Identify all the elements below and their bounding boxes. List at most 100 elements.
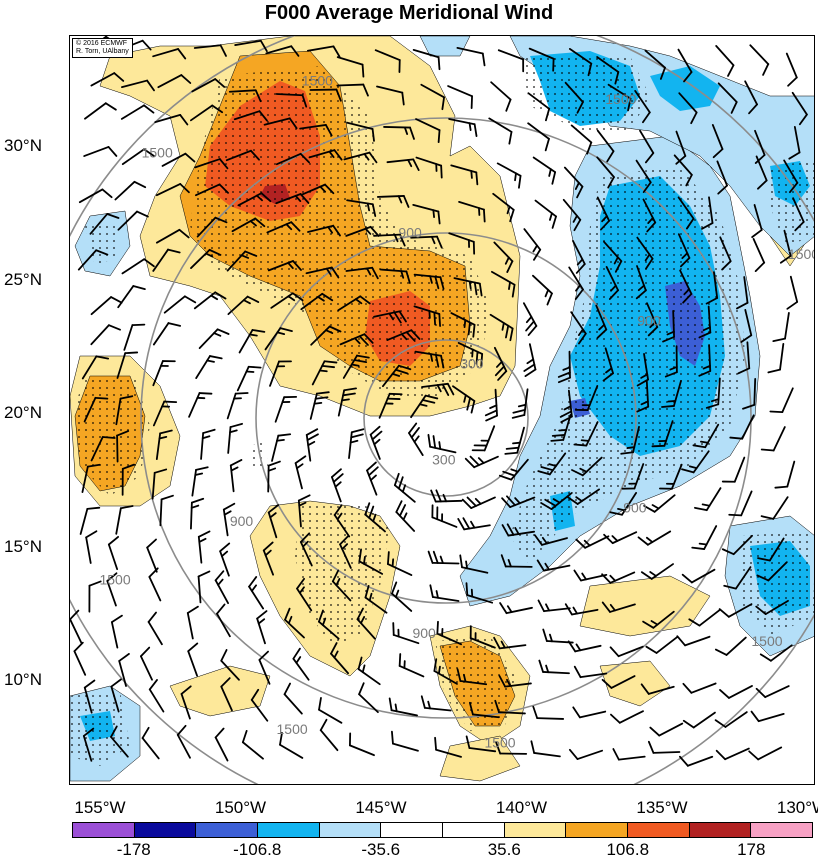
wind-barb xyxy=(550,414,572,442)
wind-barb xyxy=(679,755,714,767)
wind-barb xyxy=(90,436,116,462)
wind-barb xyxy=(413,305,441,327)
wind-barb xyxy=(83,396,109,423)
wind-barb xyxy=(492,192,515,223)
wind-barb xyxy=(568,748,604,760)
wind-barb xyxy=(572,706,607,719)
wind-barb xyxy=(151,468,168,500)
wind-barb xyxy=(118,653,130,687)
wind-barb xyxy=(279,732,304,759)
wind-barb xyxy=(378,392,403,419)
contour-label: 900 xyxy=(398,224,422,240)
wind-barb xyxy=(387,551,413,577)
wind-barb xyxy=(222,502,236,537)
wind-barb xyxy=(786,275,799,310)
wind-barb xyxy=(681,568,716,584)
wind-barb xyxy=(447,85,473,110)
wind-barb xyxy=(677,48,693,83)
colorbar-segment xyxy=(504,823,567,837)
wind-barb xyxy=(190,497,205,530)
wind-barb xyxy=(349,732,375,757)
contour-label: 1500 xyxy=(142,144,173,160)
wind-barb xyxy=(299,532,313,567)
wind-barb xyxy=(644,49,666,80)
wind-barb xyxy=(448,118,478,137)
wind-barb xyxy=(595,304,608,339)
wind-barb xyxy=(148,567,162,602)
wind-barb xyxy=(412,48,441,71)
wind-barb xyxy=(662,310,675,343)
wind-barb xyxy=(718,603,753,618)
wind-barb xyxy=(493,346,508,381)
wind-barb xyxy=(121,148,155,166)
wind-barb xyxy=(194,158,229,170)
wind-barb xyxy=(88,580,102,613)
wind-barb xyxy=(152,248,181,272)
credit-line: R. Torn, UAlbany xyxy=(76,48,129,55)
colorbar xyxy=(72,822,813,838)
wind-barb xyxy=(522,302,538,337)
wind-barb xyxy=(574,385,599,411)
colorbar-segment xyxy=(566,823,629,837)
wind-barb xyxy=(233,110,268,122)
wind-barb xyxy=(431,504,458,528)
wind-barb xyxy=(420,695,452,712)
latitude-label: 30°N xyxy=(4,136,42,155)
wind-barb xyxy=(568,48,593,77)
wind-barb xyxy=(562,198,582,232)
wind-barb xyxy=(275,152,310,166)
wind-barb xyxy=(681,450,710,474)
wind-barb xyxy=(596,156,615,189)
wind-barb xyxy=(573,665,608,679)
height-contours xyxy=(70,36,814,784)
contour-label: 900 xyxy=(412,625,436,641)
wind-barb xyxy=(642,610,675,629)
colorbar-segment xyxy=(73,823,135,837)
wind-barb xyxy=(698,305,712,339)
wind-barb xyxy=(601,571,636,584)
colorbar-label: 35.6 xyxy=(487,840,521,859)
wind-barb xyxy=(651,420,674,448)
wind-barb xyxy=(283,682,303,715)
wind-barb xyxy=(527,92,551,122)
wind-barb xyxy=(603,531,638,545)
wind-barb xyxy=(538,659,570,675)
wind-barb xyxy=(491,270,516,298)
wind-barb xyxy=(748,746,783,761)
map-canvas: 1500 1500 1500 1500 1500 1500 1500 1500 900 900 90… xyxy=(70,36,814,784)
wind-barb xyxy=(760,426,786,452)
wind-barb xyxy=(294,455,307,490)
wind-barb xyxy=(180,685,192,720)
wind-barb xyxy=(484,388,498,422)
wind-barb xyxy=(427,550,460,565)
wind-barb xyxy=(421,382,455,396)
wind-barb xyxy=(266,221,301,234)
wind-barb xyxy=(250,688,269,722)
wind-barb xyxy=(601,675,636,689)
wind-barb xyxy=(721,456,746,483)
wind-barb xyxy=(83,146,118,157)
wind-barb xyxy=(388,697,418,717)
wind-barb xyxy=(85,530,98,564)
wind-barb xyxy=(537,452,567,476)
wind-barb xyxy=(275,93,308,108)
wind-barb xyxy=(501,495,536,508)
wind-barb xyxy=(152,48,187,60)
wind-barb xyxy=(197,530,211,564)
wind-barb xyxy=(736,276,749,310)
wind-barb xyxy=(90,324,121,346)
wind-barb xyxy=(705,271,719,305)
wind-barb xyxy=(356,607,376,640)
wind-barb xyxy=(337,295,371,312)
wind-barb xyxy=(488,117,513,145)
wind-barb xyxy=(117,210,149,231)
wind-barb xyxy=(489,313,514,342)
wind-barb xyxy=(256,610,268,645)
wind-barb xyxy=(636,236,654,270)
colorbar-segment xyxy=(443,823,505,837)
wind-barb xyxy=(345,266,379,280)
colorbar-label: 178 xyxy=(737,840,766,859)
wind-barb xyxy=(791,91,808,126)
wind-barb xyxy=(310,325,342,346)
wind-barb xyxy=(677,196,695,230)
